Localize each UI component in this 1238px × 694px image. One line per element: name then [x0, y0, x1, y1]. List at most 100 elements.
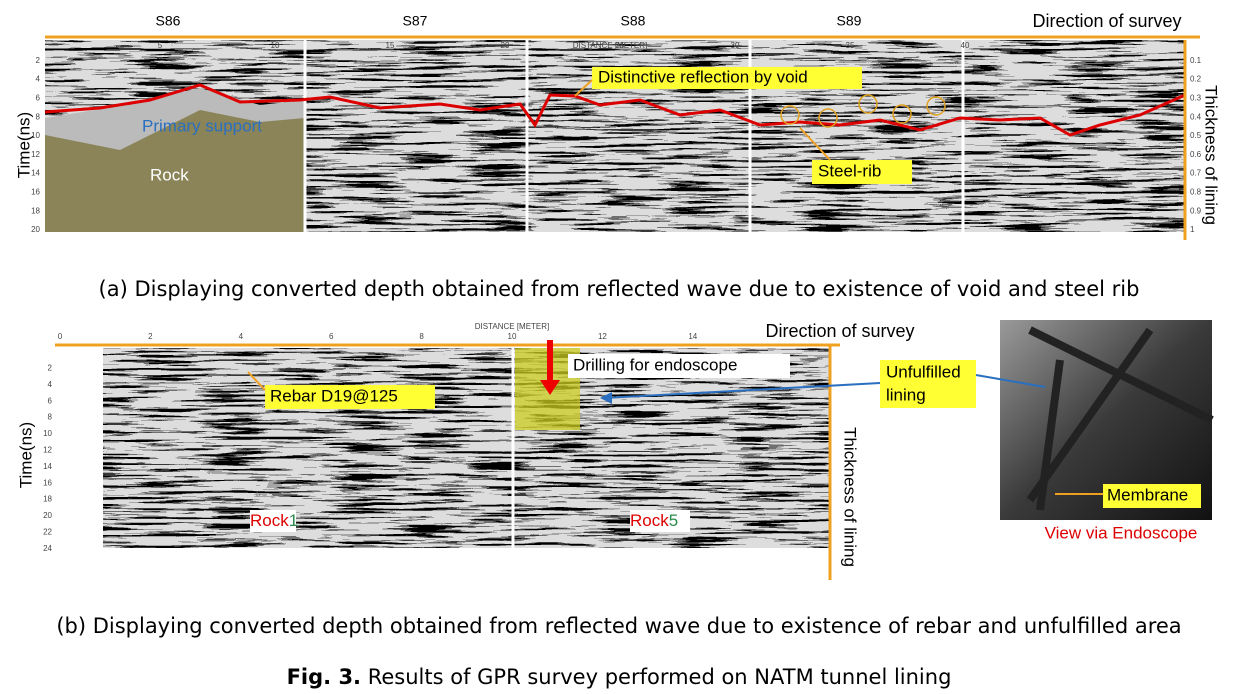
- tick-label: 0.9: [1190, 206, 1202, 215]
- drill-arrow-head: [540, 380, 560, 395]
- annotation: Steel-rib: [818, 161, 881, 180]
- tick-label: 12: [43, 446, 52, 455]
- tick-label: 10: [508, 332, 517, 341]
- tick-label: 18: [31, 206, 40, 215]
- section-label: S89: [837, 13, 862, 29]
- figure-text: Results of GPR survey performed on NATM …: [368, 665, 952, 689]
- annotation-box: [265, 385, 435, 409]
- radargram-texture: [103, 348, 830, 548]
- tick-label: 18: [43, 495, 52, 504]
- rock-label: Rock1: [250, 511, 298, 530]
- pointer-head: [600, 392, 612, 404]
- annotation: Primary support: [142, 116, 262, 135]
- tick-label: 25: [616, 41, 625, 50]
- tick-label: 6: [329, 332, 334, 341]
- tick-label: 0.5: [1190, 131, 1202, 140]
- rock-box: [630, 510, 690, 532]
- tick-label: 14: [31, 169, 40, 178]
- rock-label: Rock5: [630, 511, 678, 530]
- annotation-box: [880, 360, 976, 408]
- annotation-box: [568, 354, 790, 378]
- tick-label: 6: [36, 94, 41, 103]
- tick-label: 14: [43, 462, 52, 471]
- tick-label: 10: [271, 41, 280, 50]
- distance-title: DISTANCE [METER]: [475, 322, 550, 331]
- tick-label: 0.6: [1190, 150, 1202, 159]
- caption: (a) Displaying converted depth obtained …: [99, 277, 1140, 301]
- tick-label: 4: [48, 380, 53, 389]
- tick-label: 5: [158, 41, 163, 50]
- tick-label: 2: [36, 56, 41, 65]
- tick-label: 10: [31, 131, 40, 140]
- tick-label: 20: [501, 41, 510, 50]
- rock-text: Rock: [630, 511, 669, 530]
- tick-label: 6: [48, 396, 53, 405]
- tick-label: 12: [31, 150, 40, 159]
- tick-label: 0.8: [1190, 188, 1202, 197]
- tick-label: 12: [598, 332, 607, 341]
- tick-label: 8: [36, 112, 41, 121]
- figure-caption: Fig. 3. Results of GPR survey performed …: [287, 665, 952, 689]
- pointer: [975, 374, 1046, 388]
- pointer: [574, 79, 593, 97]
- y2-axis-title: Thickness of lining: [841, 427, 860, 567]
- direction-label: Direction of survey: [1032, 11, 1181, 31]
- rock-text: Rock: [250, 511, 289, 530]
- tick-label: 2: [148, 332, 153, 341]
- pointer: [247, 371, 266, 391]
- annotation-box: [812, 160, 912, 184]
- tick-label: 4: [36, 75, 41, 84]
- tick-label: 16: [43, 478, 52, 487]
- tick-label: 22: [43, 528, 52, 537]
- annotation: Membrane: [1107, 485, 1188, 504]
- tick-label: 8: [48, 413, 53, 422]
- tick-label: 35: [846, 41, 855, 50]
- tick-label: 20: [31, 225, 40, 234]
- y-axis-title: Time(ns): [14, 112, 33, 178]
- annotation-box: [592, 67, 862, 89]
- void-boundary: [44, 83, 1186, 137]
- tick-label: 14: [688, 332, 697, 341]
- tick-label: 1: [1190, 225, 1195, 234]
- annotation: Unfulfilled: [886, 362, 961, 381]
- caption: (b) Displaying converted depth obtained …: [56, 614, 1181, 638]
- tick-label: 0.4: [1190, 112, 1202, 121]
- tick-label: 16: [31, 188, 40, 197]
- tick-label: 40: [961, 41, 970, 50]
- section-lines: [303, 40, 965, 232]
- tick-label: 0.7: [1190, 169, 1202, 178]
- distance-title: DISTANCE [METER]: [573, 41, 648, 50]
- panel-a: S86 S87 S88 S89 Direction of survey DIST…: [14, 11, 1220, 301]
- annotation-box: [1103, 484, 1201, 508]
- y2-axis-title: Thickness of lining: [1202, 85, 1221, 225]
- rock-number: 1: [289, 511, 298, 530]
- tick-label: 4: [239, 332, 244, 341]
- tick-label: 30: [731, 41, 740, 50]
- annotation: Rock: [150, 165, 189, 184]
- figure-label: Fig. 3.: [287, 665, 361, 689]
- annotation: lining: [886, 385, 926, 404]
- annotation: Distinctive reflection by void: [598, 67, 808, 86]
- tick-label: 0.2: [1190, 75, 1202, 84]
- pointer: [799, 127, 831, 161]
- annotation: Rebar D19@125: [270, 386, 398, 405]
- tick-label: 0.1: [1190, 56, 1202, 65]
- panel-b: Direction of survey DISTANCE [METER] Tim…: [16, 320, 1214, 638]
- tick-label: 20: [43, 511, 52, 520]
- tick-label: 0: [58, 332, 63, 341]
- direction-label: Direction of survey: [765, 321, 914, 341]
- section-label: S86: [156, 13, 181, 29]
- tick-label: 8: [419, 332, 424, 341]
- rib-circles: [780, 94, 946, 128]
- section-label: S88: [621, 13, 646, 29]
- photo-caption: View via Endoscope: [1045, 523, 1198, 542]
- annotation: Drilling for endoscope: [573, 355, 737, 374]
- tick-label: 0.3: [1190, 94, 1202, 103]
- tick-label: 10: [43, 429, 52, 438]
- tick-label: 15: [386, 41, 395, 50]
- tick-label: 2: [48, 364, 53, 373]
- pointer: [604, 382, 881, 399]
- y-axis-title: Time(ns): [16, 422, 35, 488]
- rock-box: [250, 510, 296, 532]
- tick-label: 24: [43, 544, 52, 553]
